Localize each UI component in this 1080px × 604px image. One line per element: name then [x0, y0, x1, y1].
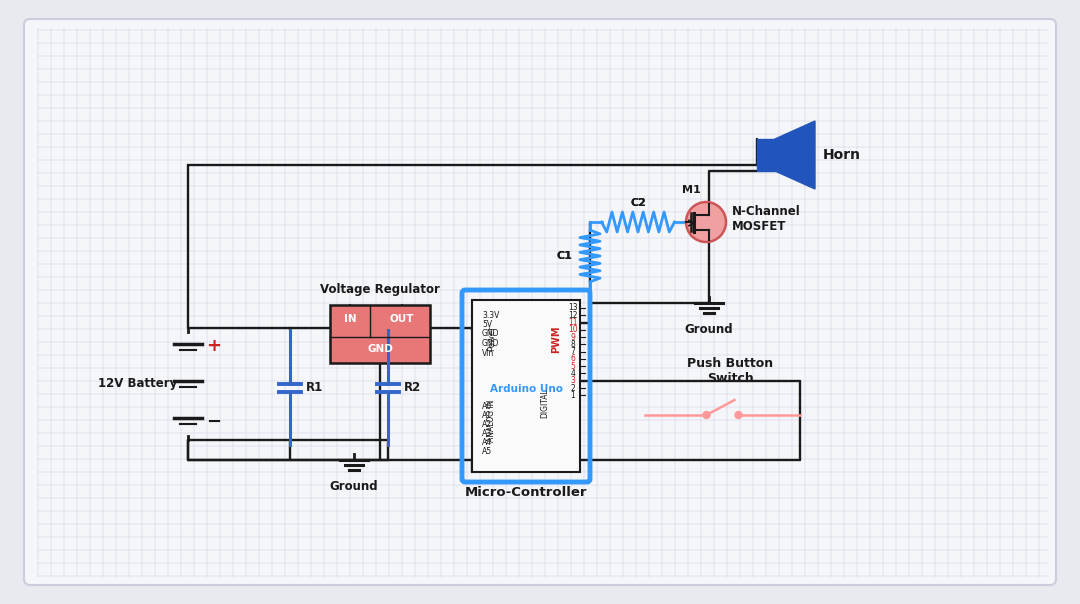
Text: +: +: [206, 337, 221, 355]
Polygon shape: [775, 121, 815, 189]
FancyBboxPatch shape: [472, 300, 580, 472]
Text: 6: 6: [570, 355, 576, 364]
Text: R1: R1: [306, 381, 323, 394]
Text: C1: C1: [556, 251, 572, 261]
Text: R2: R2: [404, 381, 421, 394]
Text: Ground: Ground: [685, 323, 733, 336]
FancyBboxPatch shape: [24, 19, 1056, 585]
Text: Arduino Uno: Arduino Uno: [489, 384, 563, 394]
Text: C2: C2: [630, 198, 646, 208]
Text: A2: A2: [482, 420, 492, 429]
Text: 10: 10: [568, 326, 578, 335]
Text: Vin: Vin: [482, 349, 495, 358]
Text: 5: 5: [570, 362, 576, 371]
Text: GND: GND: [482, 339, 499, 348]
Text: IN: IN: [343, 314, 356, 324]
Text: −: −: [206, 413, 221, 431]
Text: A0: A0: [482, 402, 492, 411]
Text: 11: 11: [568, 318, 578, 327]
Text: A5: A5: [482, 447, 492, 456]
Text: Ground: Ground: [329, 480, 378, 493]
Text: 12: 12: [568, 311, 578, 320]
Text: N-Channel
MOSFET: N-Channel MOSFET: [732, 205, 800, 233]
Text: GND: GND: [482, 330, 499, 338]
Text: ANALOG IN: ANALOG IN: [487, 399, 497, 442]
Text: M1: M1: [681, 185, 700, 195]
Text: 3: 3: [570, 376, 576, 385]
Text: 9: 9: [570, 333, 576, 342]
Bar: [757, 139, 775, 171]
Text: PWM: PWM: [551, 326, 561, 353]
Text: Micro-Controller: Micro-Controller: [464, 486, 588, 499]
Text: A4: A4: [482, 438, 492, 447]
Text: Power: Power: [487, 325, 497, 351]
Text: 13: 13: [568, 303, 578, 312]
Text: 3.3V: 3.3V: [482, 310, 499, 320]
Text: GND: GND: [367, 344, 393, 354]
FancyBboxPatch shape: [330, 305, 430, 363]
Text: 2: 2: [570, 384, 576, 393]
Text: 8: 8: [570, 340, 576, 349]
Text: A1: A1: [482, 411, 492, 420]
Text: OUT: OUT: [390, 314, 415, 324]
Text: Horn: Horn: [823, 148, 861, 162]
Text: 1: 1: [570, 391, 576, 400]
Circle shape: [703, 411, 710, 419]
Text: Voltage Regulator: Voltage Regulator: [320, 283, 440, 296]
Text: 12V Battery: 12V Battery: [98, 378, 177, 391]
Text: DIGITAL: DIGITAL: [540, 388, 550, 418]
Text: A3: A3: [482, 429, 492, 438]
Text: 5V: 5V: [482, 320, 492, 329]
Circle shape: [686, 202, 726, 242]
Text: C2: C2: [630, 198, 646, 208]
Circle shape: [735, 411, 742, 419]
Text: 7: 7: [570, 347, 576, 356]
Text: 4: 4: [570, 369, 576, 378]
Text: Push Button
Switch: Push Button Switch: [687, 357, 773, 385]
Text: C1: C1: [556, 251, 572, 261]
